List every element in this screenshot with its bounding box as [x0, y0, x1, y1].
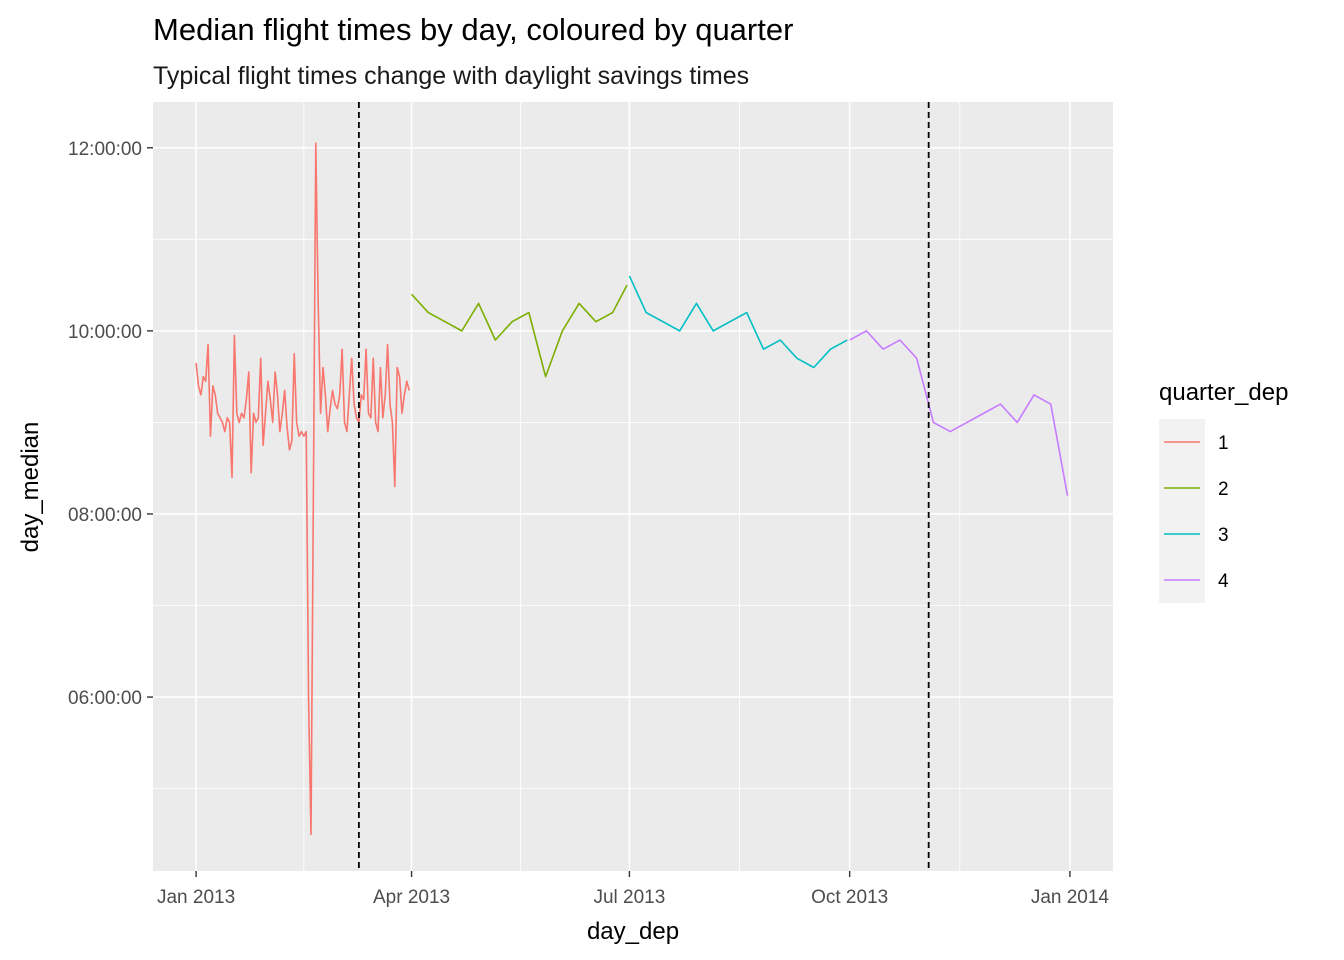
y-tick-label: 08:00:00 — [68, 505, 142, 526]
major-gridlines — [153, 102, 1113, 871]
series-line-3 — [628, 275, 848, 369]
plot-panel — [153, 102, 1113, 871]
y-tick-label: 12:00:00 — [68, 139, 142, 160]
series-line-2 — [410, 284, 628, 378]
x-axis-title: day_dep — [587, 918, 679, 945]
series-line-1 — [195, 142, 410, 836]
x-axis: Jan 2013 Apr 2013 Jul 2013 Oct 2013 Jan 2014 — [157, 871, 1109, 908]
legend-label-2: 2 — [1218, 479, 1229, 500]
legend-label-4: 4 — [1218, 571, 1229, 592]
series-lines — [195, 142, 1069, 836]
x-tick-label: Apr 2013 — [373, 887, 450, 908]
chart-title: Median flight times by day, coloured by … — [153, 12, 793, 47]
x-tick-label: Oct 2013 — [811, 887, 888, 908]
legend-label-3: 3 — [1218, 525, 1229, 546]
daylight-savings-lines — [357, 102, 930, 871]
y-tick-label: 10:00:00 — [68, 322, 142, 343]
x-tick-label: Jan 2013 — [157, 887, 235, 908]
legend-label-1: 1 — [1218, 433, 1229, 454]
y-axis-title: day_median — [17, 422, 44, 553]
y-axis: 06:00:00 08:00:00 10:00:00 12:00:00 — [68, 139, 153, 709]
legend-title: quarter_dep — [1159, 379, 1288, 406]
series-line-4 — [849, 330, 1069, 496]
x-tick-label: Jan 2014 — [1031, 887, 1110, 908]
chart-subtitle: Typical flight times change with dayligh… — [153, 62, 749, 90]
x-tick-label: Jul 2013 — [593, 887, 665, 908]
y-tick-label: 06:00:00 — [68, 688, 142, 709]
legend: quarter_dep 1 2 3 4 — [1159, 379, 1288, 603]
